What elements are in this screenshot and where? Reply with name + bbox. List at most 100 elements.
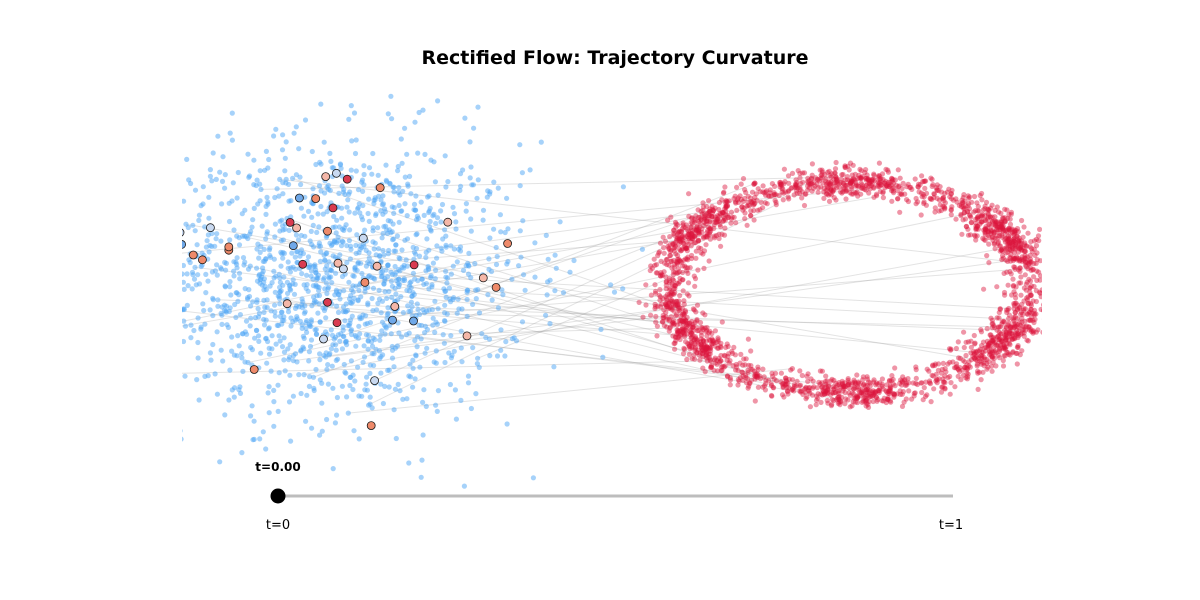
target-point (992, 229, 998, 235)
source-point (290, 319, 296, 325)
target-point (802, 191, 808, 197)
source-point (162, 297, 167, 302)
source-point (480, 217, 486, 223)
source-point (301, 213, 307, 219)
target-point (934, 187, 940, 193)
target-point (988, 227, 994, 233)
target-point (995, 334, 1001, 340)
source-point (256, 333, 262, 339)
source-point (494, 253, 500, 260)
target-point (720, 214, 727, 220)
source-point (487, 353, 493, 359)
source-point (286, 283, 292, 289)
source-point (235, 333, 241, 339)
target-point (902, 382, 909, 388)
target-point (691, 273, 697, 279)
target-point (700, 235, 707, 241)
source-point (399, 247, 405, 253)
target-point (707, 226, 713, 232)
target-point (833, 179, 839, 186)
target-point (847, 190, 853, 196)
source-point (498, 229, 504, 235)
target-point (668, 247, 674, 253)
source-point (344, 204, 350, 210)
target-point (751, 207, 757, 214)
source-point (323, 315, 329, 321)
source-point (336, 190, 342, 196)
source-point (352, 378, 358, 384)
source-point (378, 370, 384, 376)
source-point (532, 240, 538, 246)
source-point (383, 267, 389, 273)
target-point (805, 175, 811, 181)
source-point (400, 277, 406, 283)
target-point (855, 394, 861, 401)
source-point (288, 438, 294, 444)
source-point (442, 153, 448, 159)
target-point (1016, 305, 1023, 311)
source-point (359, 214, 365, 220)
source-point (468, 164, 474, 170)
source-point (356, 287, 362, 293)
target-point (1023, 243, 1029, 249)
target-point (1041, 318, 1042, 320)
source-point (265, 199, 271, 205)
source-point (150, 206, 155, 211)
target-point (680, 240, 686, 246)
source-point (231, 394, 237, 400)
time-slider[interactable]: t=0.00 t=0 t=1 (255, 460, 963, 533)
target-point (973, 349, 979, 355)
target-point (1027, 252, 1033, 258)
target-point (770, 373, 776, 379)
target-point (903, 396, 909, 402)
target-point (912, 390, 918, 396)
source-point (460, 267, 467, 273)
source-point (551, 364, 557, 370)
target-point (709, 214, 715, 220)
target-point (719, 197, 725, 203)
target-point (942, 190, 948, 196)
source-point (404, 151, 410, 157)
target-point (833, 380, 839, 386)
target-point (989, 353, 995, 359)
target-point (685, 254, 691, 260)
target-point (815, 185, 821, 191)
source-point (218, 347, 224, 353)
source-point (315, 211, 321, 217)
source-point (412, 376, 418, 382)
target-point (733, 200, 739, 206)
target-point (1022, 272, 1028, 278)
target-point (830, 384, 836, 390)
target-point (1005, 307, 1011, 313)
target-point (825, 386, 831, 392)
target-point (958, 211, 964, 217)
target-point (690, 341, 696, 347)
source-point (278, 309, 285, 315)
target-point (1012, 330, 1018, 336)
source-point (174, 194, 179, 199)
target-point (1003, 235, 1009, 242)
target-point (682, 308, 688, 314)
slider-handle[interactable] (270, 488, 286, 504)
source-point (286, 198, 292, 204)
source-point (253, 327, 260, 334)
source-point (247, 263, 253, 269)
highlighted-particle (285, 217, 295, 227)
source-point (406, 330, 412, 336)
target-point (1002, 231, 1008, 237)
source-point (265, 390, 271, 396)
target-point (863, 167, 869, 173)
target-point (713, 219, 719, 225)
target-point (878, 176, 884, 182)
target-point (833, 197, 839, 203)
target-point (1022, 324, 1028, 330)
source-point (351, 428, 357, 434)
target-point (989, 349, 995, 355)
source-point (454, 310, 460, 316)
target-point (685, 265, 691, 271)
source-point (465, 380, 472, 386)
target-point (864, 376, 871, 382)
target-point (922, 178, 928, 184)
target-point (842, 390, 848, 396)
target-point (752, 373, 758, 379)
